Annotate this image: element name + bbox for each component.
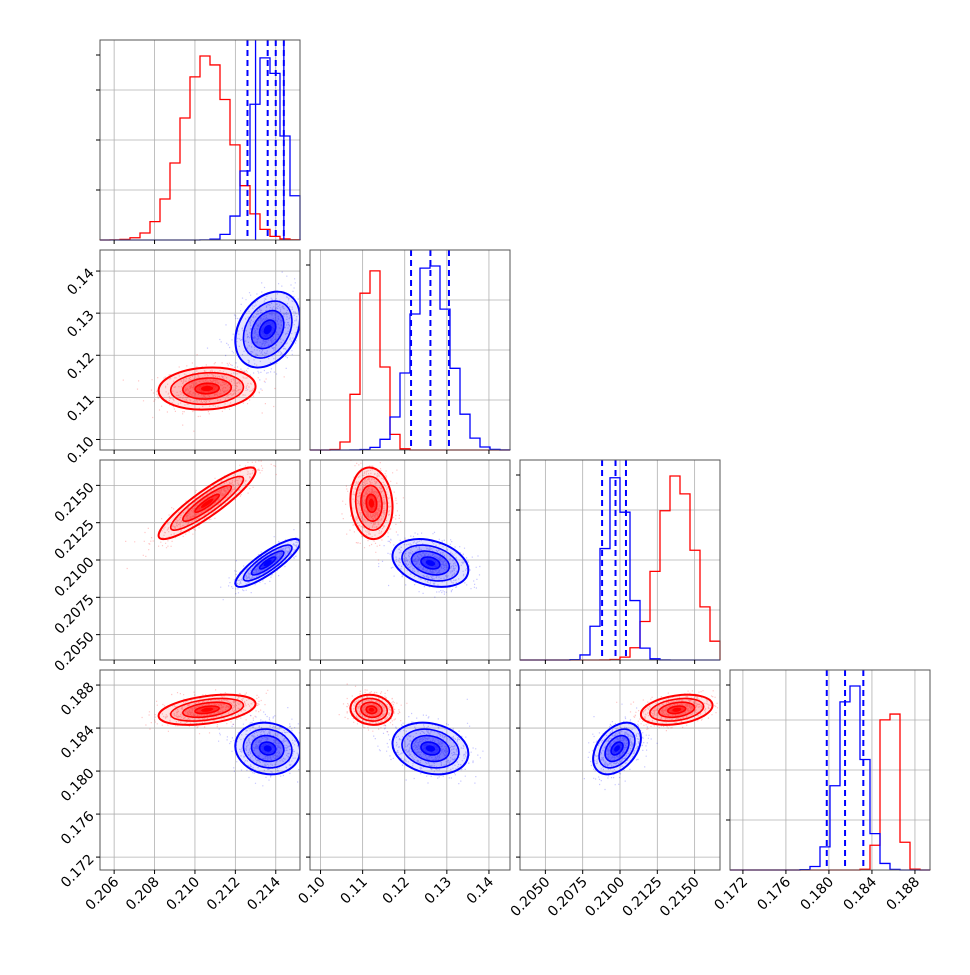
histogram-step-blue [310,265,511,451]
histogram-step-red [99,55,301,241]
y-tick-label: 0.14 [64,265,97,298]
y-tick-label: 0.180 [58,765,98,805]
density-core-blue [263,745,272,752]
density-core-red [200,498,214,508]
y-tick-label: 0.2050 [52,629,98,675]
y-tick-label: 0.2125 [52,517,98,563]
y-tick-label: 0.2075 [52,592,98,638]
x-tick-label: 0.206 [83,874,123,914]
scatter-panel-3-1 [309,669,511,871]
scatter-panel-3-0 [99,669,301,871]
histogram-panel-1 [309,249,511,451]
x-tick-label: 0.2150 [657,874,703,920]
density-core-blue [614,745,621,752]
y-tick-label: 0.11 [64,392,97,425]
density-core-red [368,498,375,508]
density-core-red [201,385,214,392]
scatter-panel-1-0 [99,249,301,451]
x-tick-label: 0.208 [123,874,163,914]
scatter-panel-2-1 [309,459,511,661]
x-tick-label: 0.2050 [508,874,554,920]
density-core-red [368,707,375,712]
density-core-red [672,707,682,712]
x-tick-label: 0.10 [295,874,328,907]
panel-frame [99,249,301,451]
y-tick-label: 0.13 [64,308,97,341]
density-core-blue [425,745,436,752]
x-tick-label: 0.214 [244,874,284,914]
x-tick-label: 0.12 [380,874,413,907]
x-tick-label: 0.176 [754,874,794,914]
x-tick-label: 0.210 [163,874,203,914]
scatter-panel-3-2 [519,669,721,871]
density-core-blue [263,559,272,567]
density-core-blue [425,559,436,566]
y-tick-label: 0.188 [58,679,98,719]
histogram-step-blue [100,57,301,241]
histogram-panel-0 [99,39,301,241]
y-tick-label: 0.12 [64,350,97,383]
x-tick-label: 0.2100 [582,874,628,920]
density-core-blue [263,324,272,335]
panel-frame [309,669,511,871]
x-tick-label: 0.180 [797,874,837,914]
x-tick-label: 0.188 [883,874,923,914]
panel-frame [99,669,301,871]
y-tick-label: 0.10 [64,434,97,467]
x-tick-label: 0.184 [840,874,880,914]
x-tick-label: 0.2075 [545,874,591,920]
y-tick-label: 0.172 [58,851,98,891]
y-tick-label: 0.176 [58,808,98,848]
y-tick-label: 0.184 [58,722,98,762]
y-tick-label: 0.2150 [52,480,98,526]
x-tick-label: 0.13 [422,874,455,907]
x-tick-label: 0.212 [204,874,244,914]
x-tick-label: 0.2125 [620,874,666,920]
y-tick-label: 0.2100 [52,554,98,600]
x-tick-label: 0.14 [464,874,497,907]
histogram-panel-2 [519,459,721,661]
x-tick-label: 0.172 [711,874,751,914]
x-tick-label: 0.11 [337,874,370,907]
histogram-panel-3 [729,669,931,871]
scatter-panel-2-0 [99,459,301,661]
density-core-red [201,707,214,712]
